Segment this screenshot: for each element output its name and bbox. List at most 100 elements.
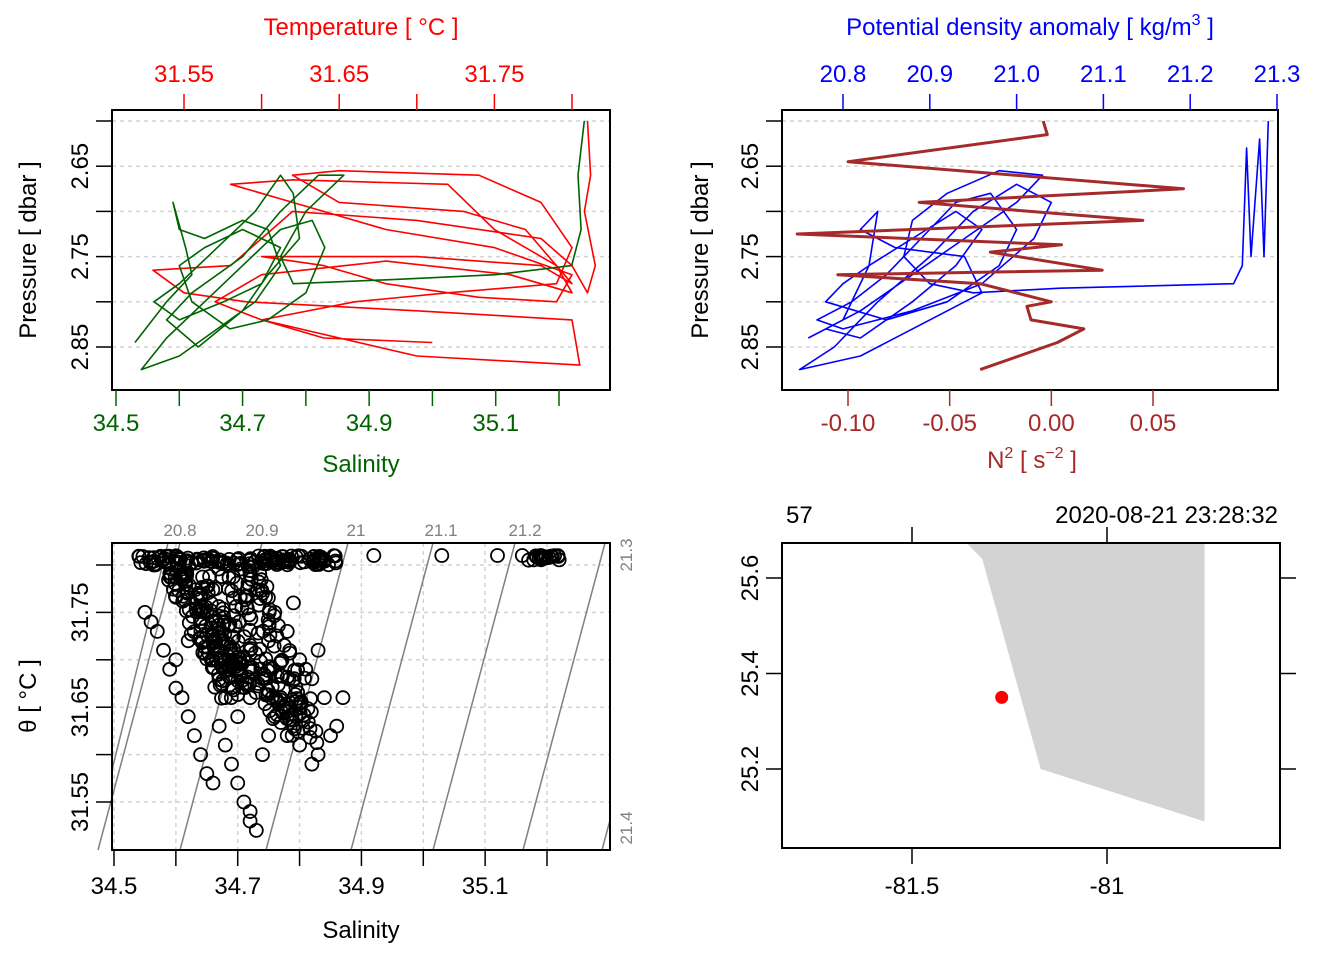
n2-title-sup2: −2 [1045, 445, 1063, 462]
bottom-axis-title: Salinity [322, 451, 399, 478]
data-point [285, 595, 301, 611]
density-title-close: ] [1201, 14, 1214, 41]
isopycnal-line [111, 542, 169, 771]
data-point [211, 718, 227, 734]
isopycnal-line [350, 542, 434, 851]
y-axis-title: Pressure [ dbar ] [15, 161, 42, 338]
n2-title-mid: [ s [1013, 447, 1045, 474]
data-point [186, 728, 202, 743]
x-top-tick-label: 21.3 [1254, 61, 1301, 88]
x-bottom-tick-label: -0.10 [821, 410, 876, 437]
data-point [335, 690, 351, 706]
data-point [226, 608, 242, 624]
n2-title-sup1: 2 [1004, 445, 1013, 462]
n2-title-close: ] [1064, 447, 1077, 474]
data-point [220, 581, 236, 597]
data-point [183, 626, 199, 642]
data-point [156, 642, 171, 658]
isopycnals: 20.8 20.9 21 21.1 21.2 21.3 21.4 [97, 521, 636, 851]
data-point [279, 624, 295, 639]
y-tick-label: 2.75 [737, 233, 764, 280]
x-top-tick-label: 21.2 [1167, 61, 1214, 88]
data-point [174, 690, 190, 706]
plot-frame [111, 109, 611, 391]
y-tick-label: 31.55 [67, 772, 94, 832]
data-point [211, 617, 227, 633]
y-tick-label: 2.85 [67, 324, 94, 371]
data-point [242, 690, 258, 706]
station-number: 57 [786, 502, 813, 529]
data-point [295, 721, 311, 736]
data-point [231, 556, 247, 572]
panel-ts-diagram: 20.8 20.9 21 21.1 21.221.321.4 31.5531.6531.… [15, 521, 636, 944]
data-point [243, 641, 259, 656]
x-top-tick-label: 20.8 [820, 61, 867, 88]
panel-station-map: 25.2 25.4 25.6 -81.5 -81 57 2020-08-21 23:28… [737, 502, 1296, 900]
station-marker [995, 690, 1009, 704]
data-point [247, 645, 263, 661]
data-point [248, 823, 264, 838]
data-point [149, 624, 165, 639]
data-point [310, 747, 326, 762]
data-point [291, 548, 307, 564]
isopycnal-label: 21.2 [508, 521, 541, 540]
x-top-tick-label: 21.1 [1080, 61, 1127, 88]
data-point [274, 549, 290, 564]
data-point [255, 586, 270, 601]
axes: 2.65 2.75 2.85 20.8 20.9 21.0 21.1 21.2 21.3 -0.1… [737, 61, 1300, 437]
data-point [178, 577, 194, 592]
data-point [316, 690, 332, 706]
data-point [180, 633, 196, 649]
data-point [207, 613, 223, 629]
land-polygon [966, 543, 1280, 822]
top-axis-title: Potential density anomaly [ kg/m3 ] [846, 12, 1214, 41]
data-point [193, 614, 209, 630]
data-point [434, 548, 450, 563]
isopycnal-line [601, 819, 611, 851]
data-point [250, 625, 266, 641]
x-tick-label: 34.5 [91, 873, 138, 900]
data-point [241, 607, 257, 623]
data-point [168, 652, 184, 668]
data-point [533, 548, 549, 563]
data-point [200, 578, 216, 594]
axes: 25.2 25.4 25.6 -81.5 -81 [737, 527, 1296, 900]
data-point [239, 589, 255, 604]
data-point [261, 728, 277, 743]
station-time: 2020-08-21 23:28:32 [1055, 502, 1278, 529]
data-point [205, 775, 221, 791]
data-point [199, 766, 215, 781]
x-bottom-tick-label: 0.05 [1130, 410, 1177, 437]
data-point [169, 549, 185, 565]
data-point [143, 614, 159, 630]
x-tick-label: -81.5 [885, 873, 940, 900]
data-point [242, 622, 258, 638]
data-point [273, 653, 289, 669]
series-temperature-line [152, 120, 597, 366]
y-tick-label: 2.65 [737, 143, 764, 190]
data-point [239, 600, 255, 616]
x-tick-label: -81 [1090, 873, 1125, 900]
data-point [269, 669, 285, 685]
data-point [232, 652, 248, 667]
y-tick-label: 2.85 [737, 324, 764, 371]
data-point [163, 569, 179, 585]
panel-ts-profile: 2.65 2.75 2.85 34.5 34.7 34.9 35.1 31.55 31.65 31… [15, 14, 611, 478]
data-point [282, 551, 298, 567]
data-point [217, 737, 233, 753]
data-point [230, 709, 246, 725]
grid [112, 120, 610, 348]
data-point [282, 645, 298, 661]
isopycnal-label: 21.4 [617, 811, 636, 844]
axes: 31.55 31.65 31.75 34.5 34.7 34.9 35.1 [67, 564, 548, 900]
data-point [226, 682, 242, 698]
x-bottom-tick-label: 34.7 [219, 410, 266, 437]
data-point [217, 690, 233, 706]
data-point [264, 661, 280, 677]
series-potential-density-anomaly-line [798, 120, 1270, 371]
data-point [310, 642, 326, 658]
data-point [267, 709, 283, 725]
data-point [223, 655, 239, 670]
isopycnal-line [522, 542, 606, 851]
